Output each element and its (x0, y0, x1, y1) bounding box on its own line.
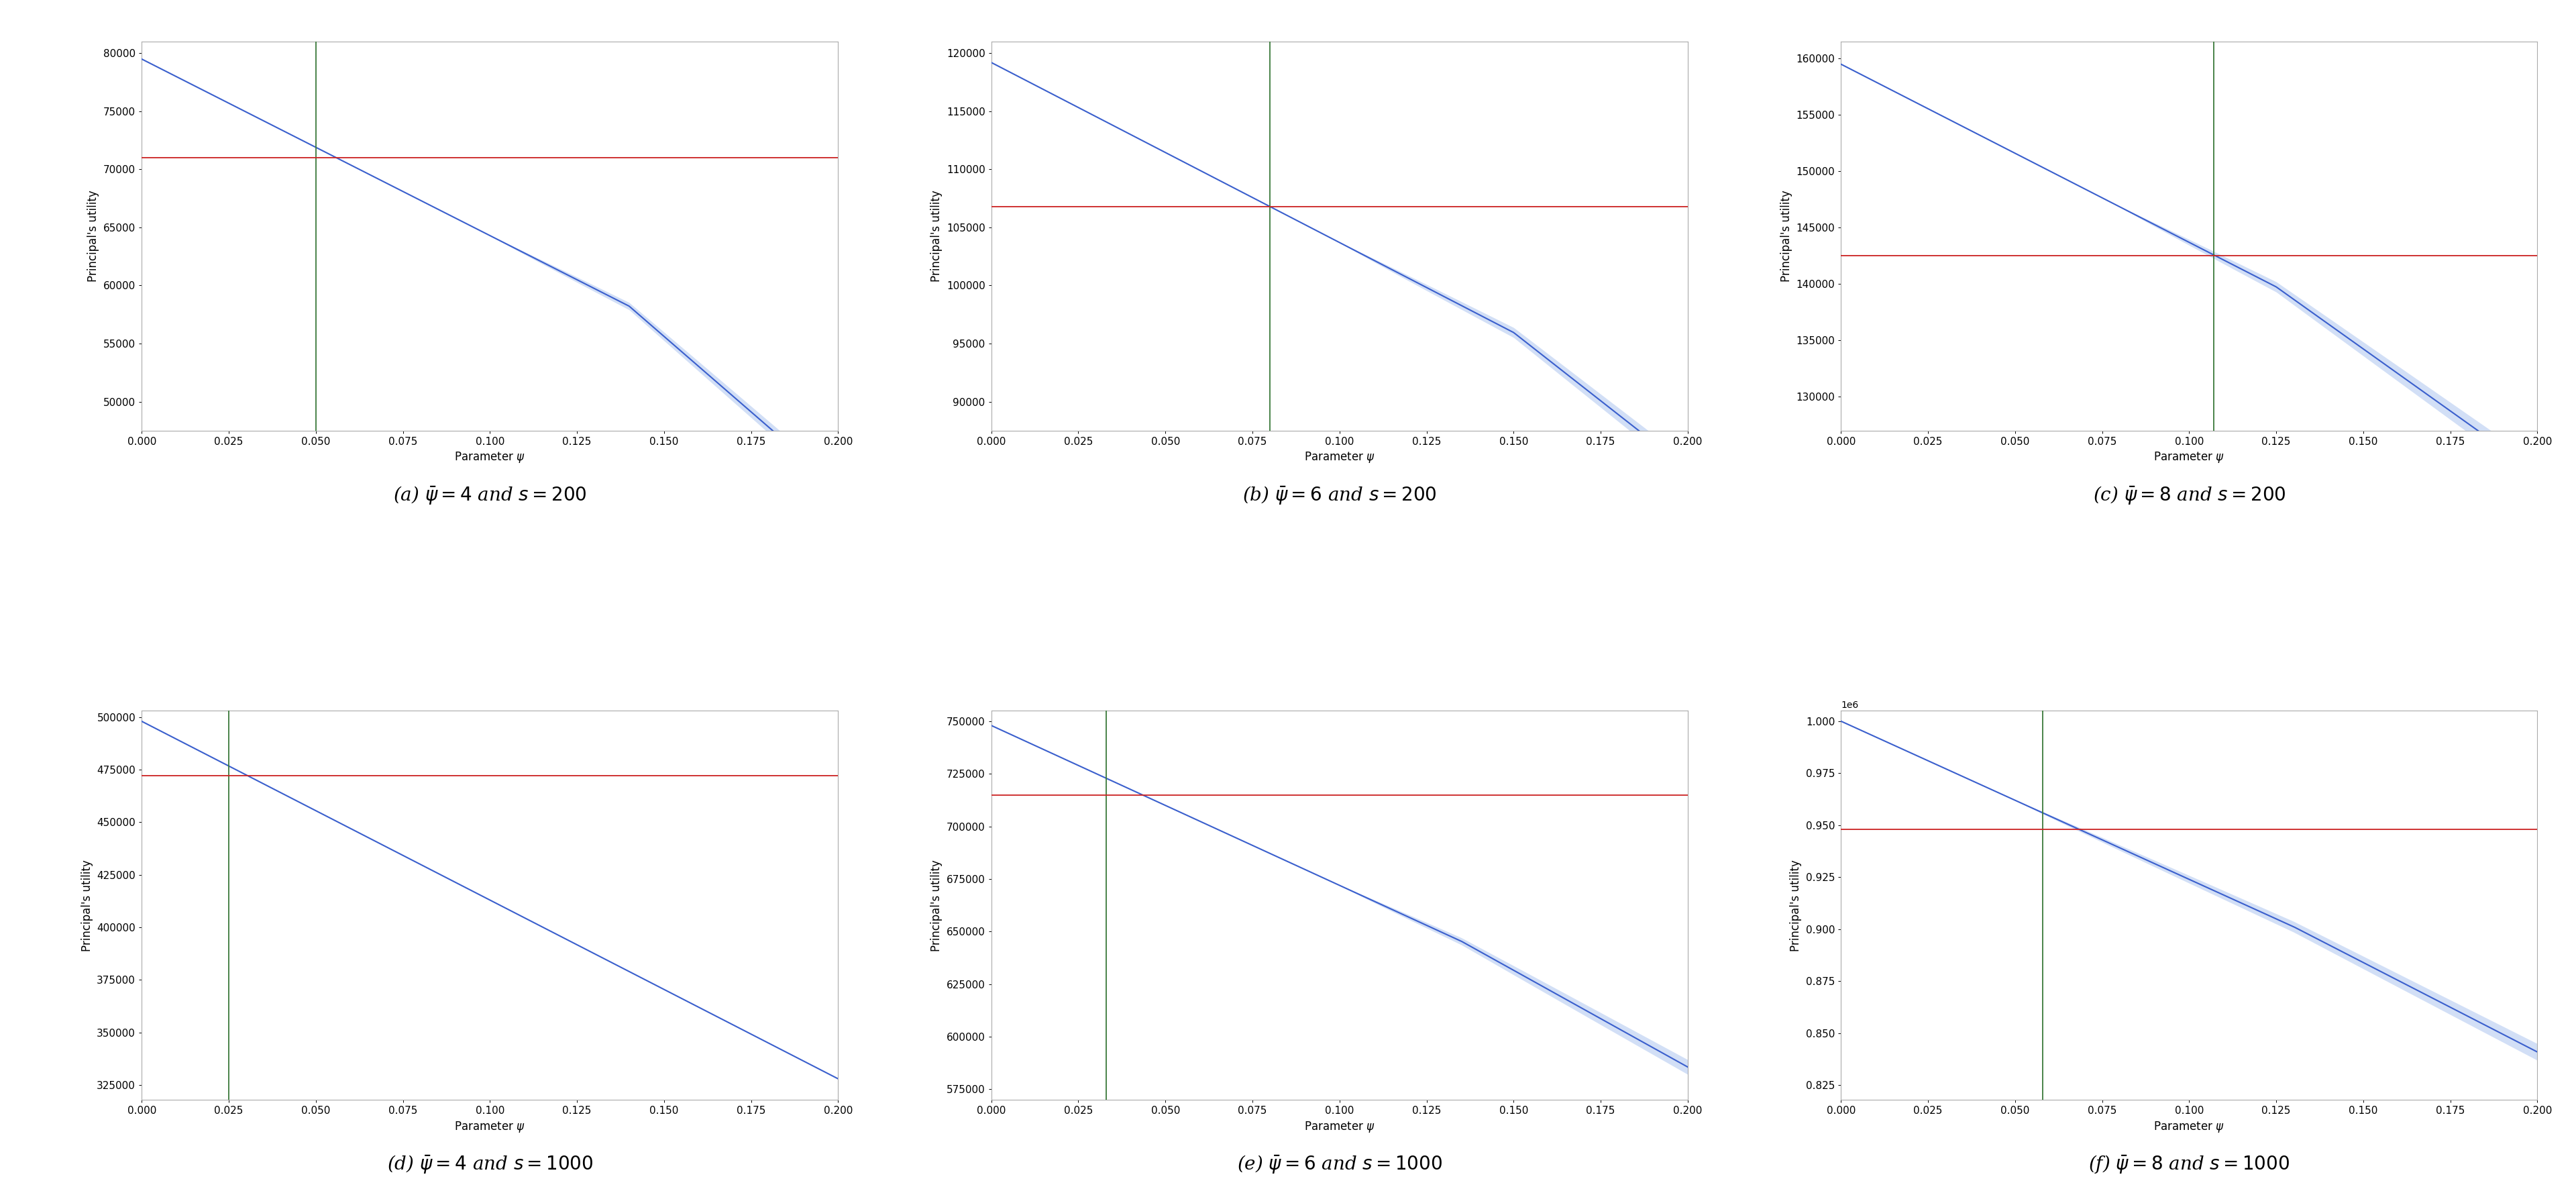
Y-axis label: Principal's utility: Principal's utility (80, 860, 93, 951)
X-axis label: Parameter $\psi$: Parameter $\psi$ (453, 1120, 526, 1134)
Y-axis label: Principal's utility: Principal's utility (1780, 190, 1793, 282)
X-axis label: Parameter $\psi$: Parameter $\psi$ (2154, 451, 2226, 465)
X-axis label: Parameter $\psi$: Parameter $\psi$ (453, 451, 526, 465)
Text: (f) $\bar{\psi} = 8$ and $s = 1000$: (f) $\bar{\psi} = 8$ and $s = 1000$ (2089, 1153, 2290, 1175)
Text: (c) $\bar{\psi} = 8$ and $s = 200$: (c) $\bar{\psi} = 8$ and $s = 200$ (2092, 484, 2285, 505)
X-axis label: Parameter $\psi$: Parameter $\psi$ (2154, 1120, 2226, 1134)
Text: (a) $\bar{\psi} = 4$ and $s = 200$: (a) $\bar{\psi} = 4$ and $s = 200$ (394, 484, 587, 505)
Y-axis label: Principal's utility: Principal's utility (88, 190, 100, 282)
Y-axis label: Principal's utility: Principal's utility (930, 190, 943, 282)
X-axis label: Parameter $\psi$: Parameter $\psi$ (1303, 1120, 1376, 1134)
Text: (b) $\bar{\psi} = 6$ and $s = 200$: (b) $\bar{\psi} = 6$ and $s = 200$ (1242, 484, 1437, 505)
Y-axis label: Principal's utility: Principal's utility (1790, 860, 1803, 951)
X-axis label: Parameter $\psi$: Parameter $\psi$ (1303, 451, 1376, 465)
Text: (e) $\bar{\psi} = 6$ and $s = 1000$: (e) $\bar{\psi} = 6$ and $s = 1000$ (1236, 1153, 1443, 1175)
Text: (d) $\bar{\psi} = 4$ and $s = 1000$: (d) $\bar{\psi} = 4$ and $s = 1000$ (386, 1153, 592, 1175)
Y-axis label: Principal's utility: Principal's utility (930, 860, 943, 951)
